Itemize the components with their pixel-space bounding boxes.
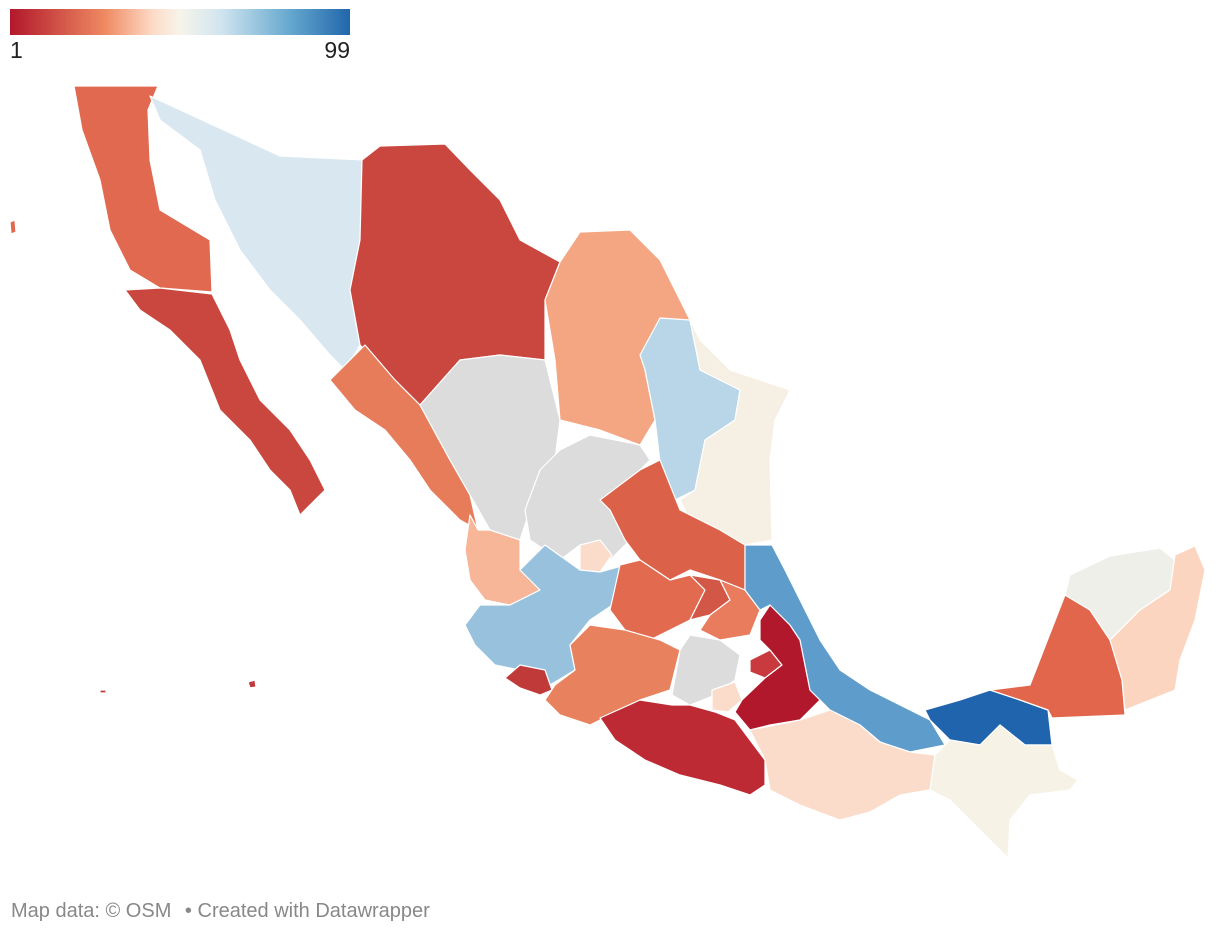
- region-aguascalientes[interactable]: [579, 539, 613, 573]
- region-island-pacific-1: [247, 679, 257, 689]
- datawrapper-credit[interactable]: Created with Datawrapper: [197, 900, 430, 922]
- footer-separator: •: [184, 900, 192, 922]
- region-colima[interactable]: [504, 664, 553, 696]
- legend-min-label: 1: [10, 37, 23, 63]
- region-michoacan[interactable]: [544, 624, 681, 726]
- region-island-pacific-2: [99, 689, 107, 694]
- legend-labels: 1 99: [10, 39, 350, 62]
- color-legend: 1 99: [10, 9, 350, 62]
- map-data-credit: Map data: © OSM: [11, 900, 172, 922]
- region-morelos[interactable]: [711, 681, 743, 713]
- region-quintana-roo[interactable]: [1109, 545, 1206, 711]
- region-guanajuato[interactable]: [609, 559, 706, 641]
- choropleth-map: [0, 80, 1220, 870]
- region-island-west: [9, 219, 17, 235]
- region-baja-california-sur[interactable]: [124, 287, 326, 516]
- map-footer: Map data: © OSM • Created with Datawrapp…: [11, 900, 430, 923]
- legend-gradient-bar: [10, 9, 350, 35]
- region-baja-california[interactable]: [73, 85, 213, 293]
- legend-max-label: 99: [324, 37, 350, 63]
- region-chiapas[interactable]: [929, 724, 1079, 859]
